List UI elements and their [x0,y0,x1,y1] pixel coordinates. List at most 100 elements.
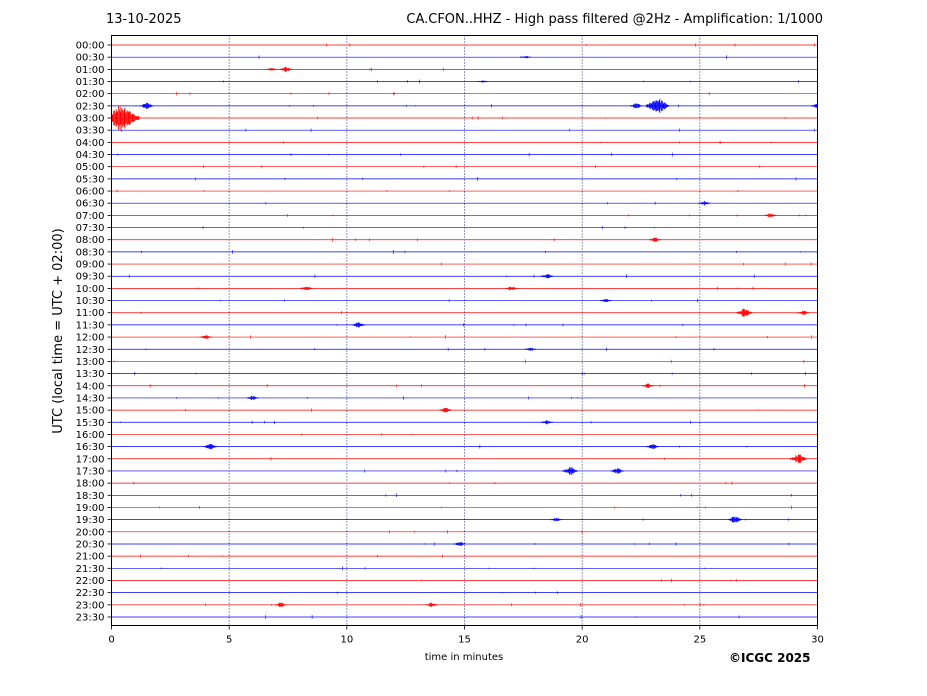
event-0230-6 [629,103,643,109]
ytick-label: 15:30 [76,418,105,429]
ytick-label: 19:00 [76,503,105,514]
ytick-label: 22:30 [76,588,105,599]
event-1930-31 [550,517,562,522]
xtick-label: 10 [340,635,353,646]
event-1100-17 [797,310,810,315]
event-1030-15 [600,299,612,303]
ytick-label: 05:00 [76,162,105,173]
ytick-label: 18:30 [76,491,105,502]
ytick-label: 21:00 [76,552,105,563]
event-0100-2 [266,68,277,71]
event-0700-10 [764,213,777,218]
event-1400-21 [641,383,654,389]
event-0230-7 [810,103,818,109]
event-2030-32 [453,541,466,546]
ytick-label: 23:00 [76,600,105,611]
event-1430-22 [246,395,259,401]
event-1730-29 [610,468,625,474]
ytick-label: 08:00 [76,235,105,246]
ytick-label: 17:00 [76,454,105,465]
ytick-label: 01:00 [76,65,105,76]
event-0100-1 [279,66,292,72]
event-0300-8 [111,105,140,131]
ytick-label: 02:30 [76,101,105,112]
ytick-label: 22:00 [76,576,105,587]
ytick-label: 02:00 [76,89,105,100]
event-0230-5 [645,98,670,113]
xtick-label: 20 [576,635,589,646]
ytick-label: 06:00 [76,187,105,198]
ytick-label: 09:00 [76,260,105,271]
ytick-label: 04:30 [76,150,105,161]
ytick-label: 03:00 [76,114,105,125]
ytick-label: 21:30 [76,564,105,575]
copyright-notice: ©ICGC 2025 [729,651,811,665]
event-0230-4 [139,102,154,109]
ytick-label: 10:00 [76,284,105,295]
ytick-label: 17:30 [76,466,105,477]
ytick-label: 14:30 [76,393,105,404]
event-0800-11 [649,237,662,242]
event-0930-12 [540,274,554,279]
y-axis-label: UTC (local time = UTC + 02:00) [51,228,66,433]
xtick-label: 25 [693,635,706,646]
grid-layer [228,35,701,626]
ytick-label: 08:30 [76,247,105,258]
ytick-label: 07:00 [76,211,105,222]
chart-title: CA.CFON..HHZ - High pass filtered @2Hz -… [406,12,823,27]
ytick-label: 15:00 [76,406,105,417]
ytick-label: 00:00 [76,41,105,52]
ytick-label: 12:00 [76,333,105,344]
event-1700-27 [789,454,807,464]
event-2300-34 [425,602,438,607]
event-1500-23 [439,407,452,413]
ytick-label: 03:30 [76,126,105,137]
ytick-label: 20:30 [76,539,105,550]
chart-date: 13-10-2025 [106,12,182,27]
event-0630-9 [698,200,711,206]
event-1530-24 [540,420,553,425]
event-1230-20 [524,347,536,351]
event-1000-14 [300,286,313,290]
ytick-label: 09:30 [76,272,105,283]
ytick-label: 19:30 [76,515,105,526]
ytick-label: 13:30 [76,369,105,380]
event-1630-26 [646,444,660,449]
ytick-label: 10:30 [76,296,105,307]
event-2300-33 [274,602,287,608]
ytick-label: 00:30 [76,53,105,64]
ytick-label: 14:00 [76,381,105,392]
event-1730-28 [562,467,579,475]
event-1200-19 [199,335,212,340]
event-1100-16 [736,308,753,317]
event-0130-3 [478,80,488,83]
ytick-label: 04:00 [76,138,105,149]
ytick-label: 13:00 [76,357,105,368]
trace-layer [111,43,818,619]
event-1130-18 [351,322,366,328]
xtick-label: 30 [811,635,824,646]
event-1930-30 [727,516,743,523]
xtick-label: 15 [458,635,471,646]
ytick-label: 07:30 [76,223,105,234]
ytick-label: 06:30 [76,199,105,210]
ytick-label: 05:30 [76,174,105,185]
ytick-label: 18:00 [76,479,105,490]
event-1630-25 [203,443,217,450]
ytick-label: 01:30 [76,77,105,88]
event-0030-0 [520,56,531,59]
x-axis: 0 5 10 15 20 25 30 [108,625,824,646]
xtick-label: 0 [108,635,114,646]
x-axis-label: time in minutes [425,652,504,663]
xtick-label: 5 [226,635,232,646]
ytick-label: 11:00 [76,308,105,319]
ytick-label: 16:30 [76,442,105,453]
ytick-label: 11:30 [76,320,105,331]
ytick-label: 16:00 [76,430,105,441]
event-1000-13 [505,286,518,291]
ytick-label: 20:00 [76,527,105,538]
ytick-label: 23:30 [76,612,105,623]
ytick-label: 12:30 [76,345,105,356]
